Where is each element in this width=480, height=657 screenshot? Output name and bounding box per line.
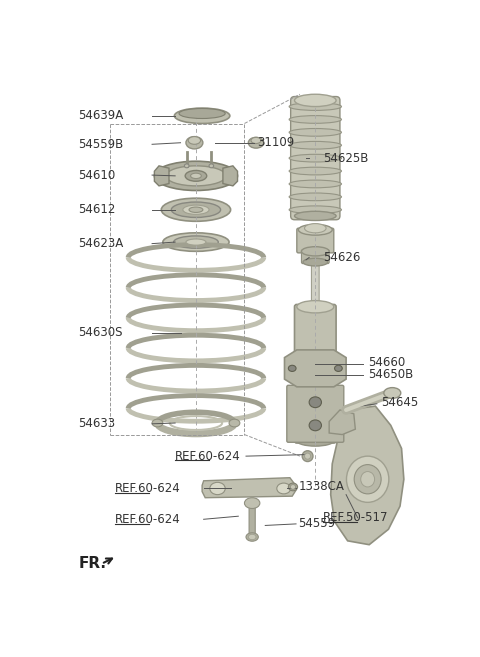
Polygon shape: [155, 166, 169, 186]
Ellipse shape: [171, 202, 221, 217]
Text: 54630S: 54630S: [78, 327, 123, 340]
Ellipse shape: [297, 301, 334, 313]
Text: 54623A: 54623A: [78, 237, 123, 250]
Ellipse shape: [384, 388, 401, 398]
FancyBboxPatch shape: [291, 97, 340, 219]
Ellipse shape: [188, 137, 201, 145]
FancyBboxPatch shape: [297, 228, 334, 253]
Text: REF.60-624: REF.60-624: [175, 449, 241, 463]
Ellipse shape: [302, 451, 313, 461]
Text: FR.: FR.: [78, 556, 106, 572]
FancyBboxPatch shape: [295, 304, 336, 443]
Ellipse shape: [290, 485, 296, 489]
Ellipse shape: [189, 207, 203, 212]
Text: REF.60-624: REF.60-624: [115, 482, 181, 495]
Ellipse shape: [309, 397, 322, 407]
Ellipse shape: [289, 193, 341, 200]
Ellipse shape: [301, 246, 329, 256]
Polygon shape: [223, 166, 238, 186]
Text: 54639A: 54639A: [78, 109, 123, 122]
Ellipse shape: [251, 137, 261, 143]
Polygon shape: [329, 410, 355, 434]
Ellipse shape: [166, 166, 226, 186]
Text: REF.50-517: REF.50-517: [323, 511, 388, 524]
Ellipse shape: [174, 236, 218, 248]
Text: 54645: 54645: [381, 396, 418, 409]
Ellipse shape: [229, 419, 240, 427]
Ellipse shape: [289, 154, 341, 162]
Ellipse shape: [161, 198, 230, 221]
Text: 54626: 54626: [323, 251, 360, 264]
Ellipse shape: [174, 108, 230, 124]
Text: 54660: 54660: [368, 355, 405, 369]
Ellipse shape: [289, 116, 341, 124]
Ellipse shape: [347, 456, 389, 503]
Ellipse shape: [244, 498, 260, 509]
Ellipse shape: [163, 233, 229, 252]
Ellipse shape: [155, 161, 238, 191]
Ellipse shape: [186, 239, 206, 245]
Ellipse shape: [354, 464, 381, 494]
Ellipse shape: [152, 419, 163, 427]
Ellipse shape: [289, 129, 341, 136]
Ellipse shape: [246, 533, 258, 541]
Text: REF.60-624: REF.60-624: [115, 512, 181, 526]
FancyBboxPatch shape: [287, 385, 344, 442]
Ellipse shape: [248, 137, 264, 148]
Ellipse shape: [295, 94, 336, 106]
Ellipse shape: [289, 180, 341, 188]
FancyBboxPatch shape: [249, 505, 255, 534]
Text: 31109: 31109: [257, 136, 294, 149]
Ellipse shape: [304, 453, 311, 459]
Text: 54559: 54559: [299, 518, 336, 530]
Polygon shape: [202, 478, 296, 498]
Ellipse shape: [335, 365, 342, 371]
Ellipse shape: [277, 483, 291, 494]
Ellipse shape: [289, 167, 341, 175]
Ellipse shape: [209, 164, 214, 168]
Ellipse shape: [297, 436, 334, 446]
Text: 54612: 54612: [78, 203, 116, 216]
Text: 54633: 54633: [78, 417, 115, 430]
Ellipse shape: [309, 420, 322, 431]
Text: 54625B: 54625B: [323, 152, 368, 165]
Ellipse shape: [361, 472, 374, 487]
Ellipse shape: [289, 141, 341, 149]
Ellipse shape: [295, 212, 336, 221]
Ellipse shape: [288, 483, 298, 491]
Ellipse shape: [289, 102, 341, 110]
Ellipse shape: [288, 365, 296, 371]
Text: 54610: 54610: [78, 169, 115, 181]
Ellipse shape: [183, 205, 209, 214]
Ellipse shape: [210, 482, 225, 495]
Ellipse shape: [185, 170, 207, 181]
Ellipse shape: [186, 137, 203, 149]
Ellipse shape: [299, 225, 332, 235]
Text: 54650B: 54650B: [368, 368, 413, 381]
Ellipse shape: [248, 534, 256, 539]
Text: 54559B: 54559B: [78, 138, 123, 151]
Text: 1338CA: 1338CA: [299, 480, 344, 493]
Ellipse shape: [179, 108, 225, 118]
Ellipse shape: [191, 173, 201, 179]
Polygon shape: [331, 406, 404, 545]
FancyBboxPatch shape: [312, 263, 319, 307]
Ellipse shape: [303, 258, 328, 266]
FancyBboxPatch shape: [301, 250, 329, 263]
Ellipse shape: [304, 223, 326, 233]
Ellipse shape: [289, 206, 341, 214]
Polygon shape: [285, 350, 346, 387]
Ellipse shape: [184, 164, 189, 168]
